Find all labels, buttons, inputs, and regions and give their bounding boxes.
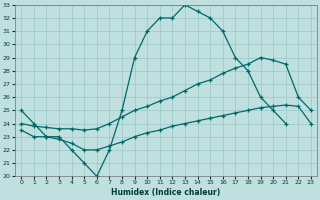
X-axis label: Humidex (Indice chaleur): Humidex (Indice chaleur) [111,188,221,197]
